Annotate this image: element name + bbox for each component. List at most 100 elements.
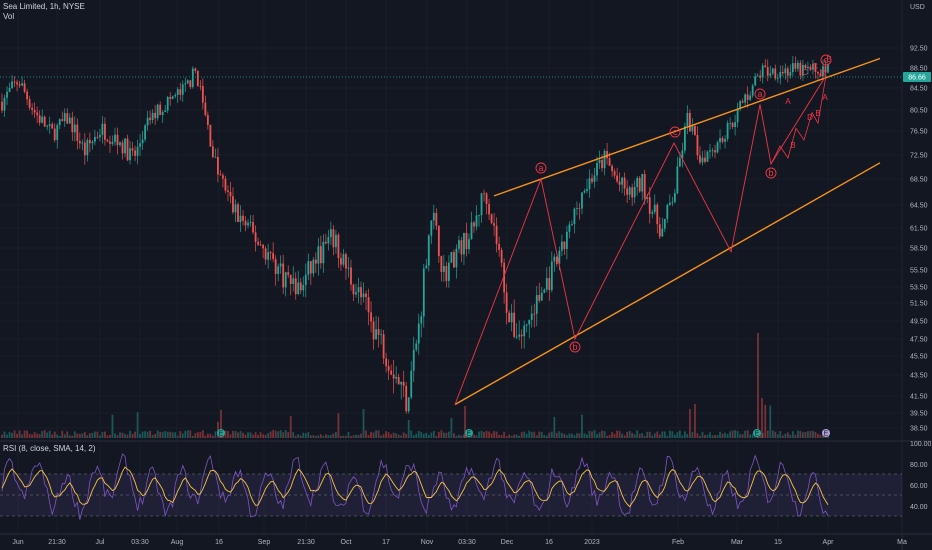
volume-bar (370, 431, 372, 438)
candle-body (11, 81, 13, 89)
volume-bar (23, 430, 26, 438)
candle-body (402, 381, 405, 386)
volume-bar (169, 431, 172, 438)
volume-bar (819, 434, 822, 438)
volume-bar (93, 431, 96, 438)
volume-bar (601, 430, 603, 438)
volume-bar (432, 430, 435, 438)
volume-bar (71, 435, 74, 438)
volume-bar (794, 434, 797, 438)
candle-body (796, 62, 799, 69)
candle-body (623, 177, 626, 189)
candle-body (206, 115, 209, 126)
rsi-tick-60: 60.00 (910, 483, 928, 490)
price-axis[interactable]: 92.50 88.50 84.50 80.50 76.50 72.50 68.50 64.50… (910, 46, 928, 433)
candle-body (26, 91, 29, 100)
volume-bar (523, 431, 526, 438)
candle-body (104, 123, 106, 140)
candle-body (666, 204, 669, 219)
wave-label-circled: a (538, 163, 543, 173)
candle-body (360, 287, 362, 298)
candle-body (626, 188, 629, 195)
volume-bar (352, 435, 355, 438)
volume-bar (176, 435, 179, 438)
volume-bar (714, 434, 716, 438)
candle-body (761, 65, 764, 78)
candle-body (545, 278, 548, 290)
volume-bar (380, 435, 383, 438)
volume-bar (58, 435, 61, 438)
volume-bar (786, 432, 789, 438)
candle-body (272, 253, 275, 259)
volume-bar (598, 432, 601, 438)
price-tick-label: 49.50 (910, 319, 928, 326)
volume-bar (8, 431, 11, 438)
volume-bar (548, 432, 551, 438)
volume-bar (81, 433, 84, 438)
candle-body (711, 150, 714, 152)
volume-bar (211, 435, 214, 438)
volume-bar (591, 431, 593, 438)
candle-body (598, 160, 601, 164)
candle-body (568, 224, 571, 232)
candle-body (53, 128, 56, 141)
candle-body (58, 119, 61, 126)
candle-body (483, 193, 485, 195)
candle-body (794, 63, 797, 69)
rsi-axis[interactable]: 100.00 80.00 60.00 40.00 (910, 441, 932, 511)
volume-bar (576, 433, 578, 438)
rsi-pane[interactable] (0, 442, 902, 534)
volume-bar (264, 434, 267, 438)
volume-bar (515, 434, 518, 438)
candle-body (239, 215, 242, 222)
candle-body (131, 148, 134, 151)
candle-body (282, 263, 285, 288)
volume-bar (28, 433, 31, 438)
wave-label-circled: b (768, 168, 773, 178)
volume-bar (357, 434, 360, 438)
candle-body (550, 261, 553, 291)
candle-body (56, 125, 59, 141)
currency-label: USD (910, 4, 925, 11)
time-axis[interactable]: Jun 21:30 Jul 03:30 Aug 16 Sep 21:30 Oct 17 Nov 03:… (12, 539, 907, 546)
price-pane[interactable] (0, 0, 902, 440)
wave-label: B (815, 109, 820, 118)
candle-body (227, 190, 229, 192)
volume-bar (189, 430, 192, 438)
candle-body (33, 109, 36, 113)
subwave-line (770, 75, 827, 165)
candle-body (417, 323, 420, 344)
volume-bar (706, 434, 709, 438)
candle-body (447, 262, 450, 281)
candle-body (744, 94, 747, 103)
volume-bar (272, 430, 275, 438)
candle-body (385, 358, 388, 367)
wave-path[interactable] (454, 75, 827, 405)
candle-body (518, 334, 521, 337)
candle-body (729, 123, 731, 124)
volume-bar (46, 432, 49, 438)
event-badge-label: E (467, 431, 472, 438)
volume-bar (249, 432, 252, 438)
candle-body (540, 292, 543, 301)
candle-body (73, 124, 76, 133)
volume-bar (327, 435, 330, 438)
volume-bar (257, 435, 259, 438)
volume-bar (407, 419, 410, 438)
event-badge (217, 429, 225, 437)
candle-body (357, 287, 360, 293)
volume-bar (412, 435, 415, 438)
candle-body (450, 252, 453, 263)
volume-bar (204, 435, 207, 438)
candle-body (812, 63, 814, 70)
candle-body (279, 263, 282, 267)
volume-bar (161, 431, 164, 438)
volume-bar (156, 430, 159, 438)
volume-bar (653, 433, 656, 438)
candle-body (342, 254, 345, 265)
trend-channel[interactable] (454, 57, 881, 406)
volume-bar (319, 434, 322, 438)
volume-bar (16, 434, 18, 438)
